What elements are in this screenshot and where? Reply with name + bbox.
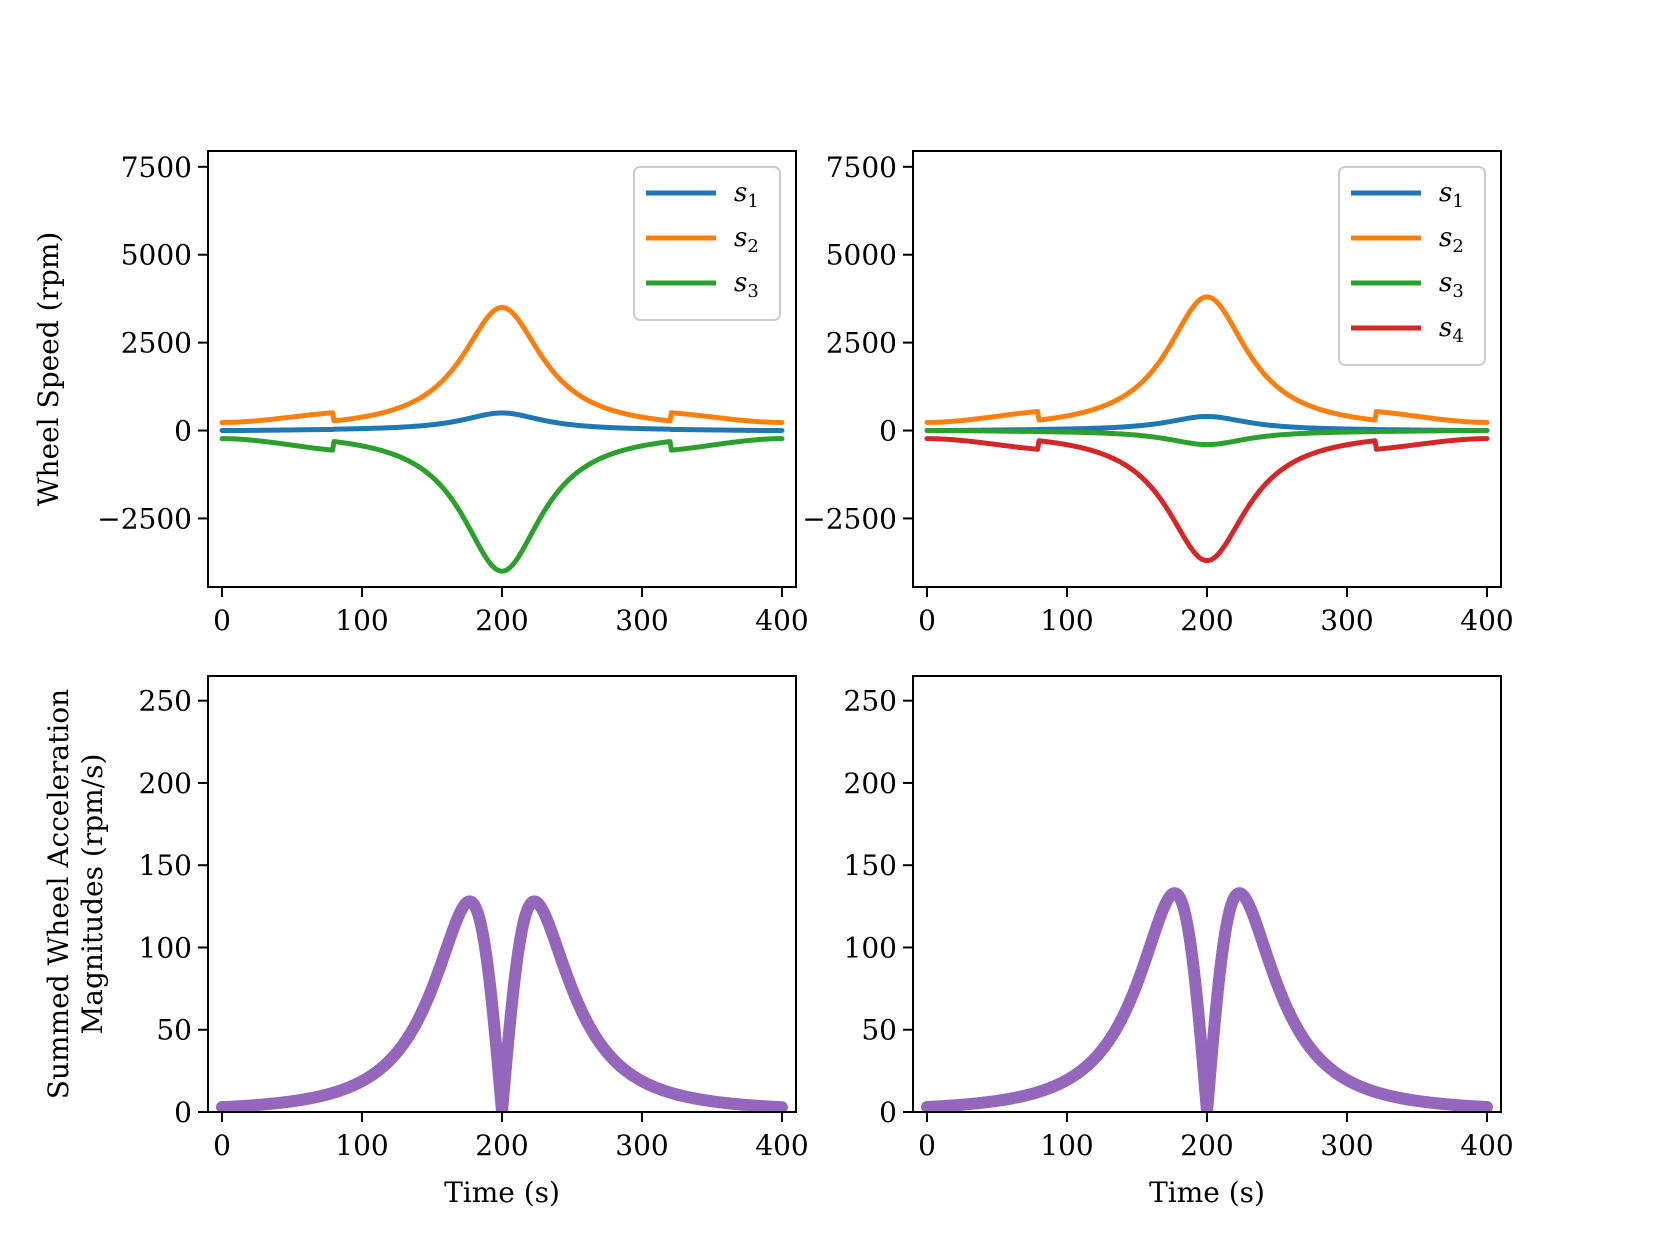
series-line-s3 (219, 436, 785, 574)
y-tick-label: 0 (174, 415, 192, 448)
bottom-left-chart: 0 100 200 300 400 0 50 100 150 200 250 Time (s) Summ… (42, 675, 809, 1209)
x-tick-label: 100 (1040, 1129, 1093, 1162)
y-tick-label: 150 (139, 849, 192, 882)
x-tick-label: 400 (755, 1129, 808, 1162)
y-tick-label: 200 (844, 767, 897, 800)
y-tick-label: 0 (879, 1096, 897, 1129)
y-tick-label: 200 (139, 767, 192, 800)
x-tick-label: 100 (1040, 604, 1093, 637)
y-tick-label: 0 (879, 415, 897, 448)
legend-label-s1: s1 (1439, 178, 1464, 212)
x-tick-label: 300 (615, 604, 668, 637)
y-tick-label: 150 (844, 849, 897, 882)
series-line-s3 (924, 428, 1490, 448)
top-left-chart: 0 100 200 300 400 −2500 0 2500 5000 7500 Wheel Spe… (32, 150, 809, 637)
plot-area (216, 895, 788, 1112)
x-tick-label: 0 (213, 604, 231, 637)
y-tick-label: 50 (156, 1014, 192, 1047)
x-axis-label: Time (s) (1149, 1176, 1265, 1209)
legend: s1 s2 s3 (633, 166, 781, 321)
series-line-s4 (924, 436, 1490, 564)
y-tick-label: 0 (174, 1096, 192, 1129)
y-axis-label: Summed Wheel Acceleration (42, 689, 75, 1099)
x-tick-label: 0 (918, 604, 936, 637)
x-tick-label: 400 (1460, 604, 1513, 637)
y-tick-label: 5000 (826, 239, 897, 272)
series-line-s2 (924, 294, 1490, 425)
acceleration-band (921, 887, 1493, 1112)
legend-label-s2: s2 (1439, 223, 1464, 257)
series-line-s2 (219, 304, 785, 425)
x-tick-label: 300 (1320, 1129, 1373, 1162)
x-tick-label: 200 (475, 1129, 528, 1162)
x-tick-label: 100 (335, 604, 388, 637)
y-tick-label: 7500 (826, 151, 897, 184)
y-tick-label: −2500 (97, 502, 192, 535)
x-tick-label: 300 (1320, 604, 1373, 637)
top-right-chart: 0 100 200 300 400 −2500 0 2500 5000 7500 s1 s2 s3 s4 (802, 150, 1514, 637)
y-tick-label: −2500 (802, 502, 897, 535)
acceleration-band (216, 895, 788, 1112)
x-axis-label: Time (s) (444, 1176, 560, 1209)
x-tick-label: 300 (615, 1129, 668, 1162)
legend-label-s4: s4 (1439, 313, 1464, 347)
x-tick-label: 400 (1460, 1129, 1513, 1162)
y-tick-label: 50 (861, 1014, 897, 1047)
y-axis-label: Wheel Speed (rpm) (32, 232, 65, 507)
series-line-s1 (924, 413, 1490, 434)
bottom-right-chart: 0 100 200 300 400 0 50 100 150 200 250 Time (s) (844, 675, 1514, 1209)
legend-label-s1: s1 (734, 178, 759, 212)
y-tick-label: 100 (139, 931, 192, 964)
legend-label-s3: s3 (734, 268, 759, 302)
y-tick-label: 2500 (826, 327, 897, 360)
legend: s1 s2 s3 s4 (1338, 166, 1486, 366)
legend-box (1338, 166, 1486, 366)
legend-label-s3: s3 (1439, 268, 1464, 302)
y-axis-label-line2: Magnitudes (rpm/s) (76, 754, 109, 1035)
y-tick-label: 5000 (121, 239, 192, 272)
x-tick-label: 0 (918, 1129, 936, 1162)
plot-area (219, 304, 785, 574)
y-tick-label: 7500 (121, 151, 192, 184)
x-tick-label: 200 (1180, 1129, 1233, 1162)
x-tick-label: 400 (755, 604, 808, 637)
y-tick-label: 100 (844, 931, 897, 964)
x-tick-label: 100 (335, 1129, 388, 1162)
plot-area (924, 294, 1490, 564)
series-line-s1 (219, 410, 785, 434)
y-tick-label: 250 (139, 685, 192, 718)
legend-label-s2: s2 (734, 223, 759, 257)
x-tick-label: 200 (1180, 604, 1233, 637)
x-tick-label: 0 (213, 1129, 231, 1162)
x-tick-label: 200 (475, 604, 528, 637)
y-tick-label: 2500 (121, 327, 192, 360)
plot-area (921, 887, 1493, 1112)
y-tick-label: 250 (844, 685, 897, 718)
